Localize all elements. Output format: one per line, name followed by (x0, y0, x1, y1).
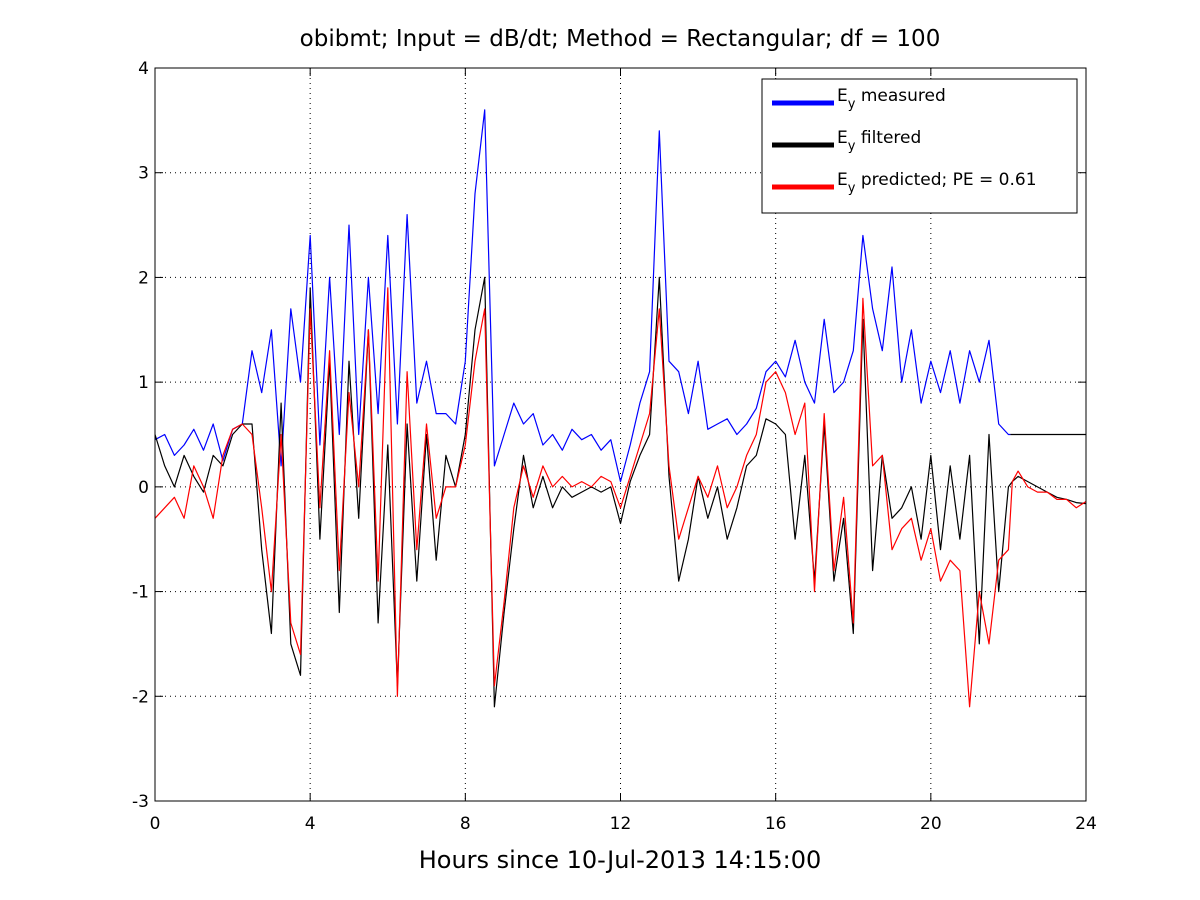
y-tick-label: -2 (132, 687, 149, 707)
legend-entry-measured: Ey measured (837, 86, 946, 112)
x-tick-label: 4 (305, 814, 316, 834)
legend-entry-predicted: Ey predicted; PE = 0.61 (837, 170, 1037, 196)
legend: Ey measured Ey filtered Ey predicted; PE =… (761, 78, 1078, 214)
x-tick-label: 16 (765, 814, 787, 834)
grid (155, 68, 1086, 801)
x-tick-label: 0 (150, 814, 161, 834)
y-tick-label: 3 (138, 164, 149, 184)
y-tick-label: -1 (132, 583, 149, 603)
x-tick-label: 20 (920, 814, 942, 834)
chart-title: obibmt; Input = dB/dt; Method = Rectangu… (300, 26, 941, 52)
x-axis-label: Hours since 10-Jul-2013 14:15:00 (419, 846, 822, 874)
series-line-measured (154, 109, 1011, 483)
y-tick-label: 1 (138, 373, 149, 393)
x-tick-label: 24 (1075, 814, 1097, 834)
x-tick-label: 12 (610, 814, 632, 834)
series-line-predicted (154, 287, 1087, 708)
y-tick-label: -3 (132, 792, 149, 812)
y-tick-label: 4 (138, 59, 149, 79)
x-tick-label: 8 (460, 814, 471, 834)
y-tick-label: 2 (138, 268, 149, 288)
plot-series (154, 109, 1087, 708)
y-tick-label: 0 (138, 478, 149, 498)
legend-entry-filtered: Ey filtered (837, 128, 921, 154)
